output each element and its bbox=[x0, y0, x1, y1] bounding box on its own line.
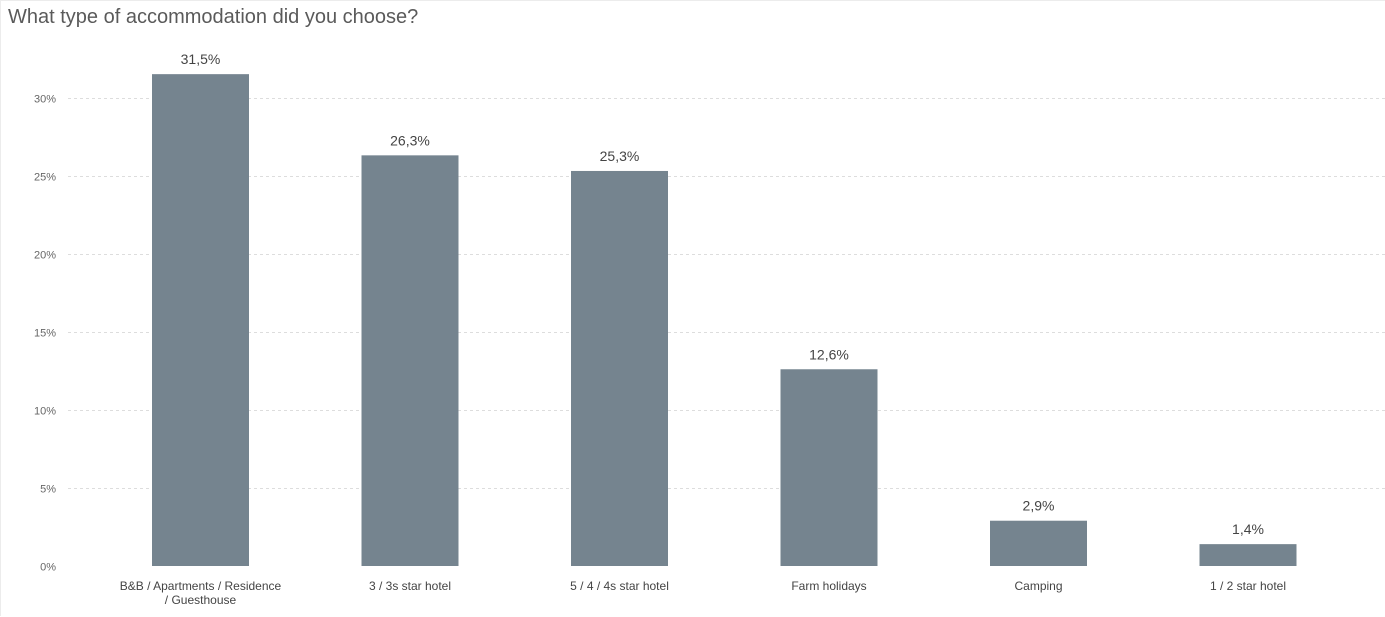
chart-title: What type of accommodation did you choos… bbox=[8, 6, 419, 28]
bar[interactable] bbox=[571, 170, 668, 567]
x-tick-label: Camping bbox=[1014, 579, 1062, 593]
data-label: 31,5% bbox=[181, 51, 221, 67]
data-label: 25,3% bbox=[600, 148, 640, 164]
y-tick-label: 30% bbox=[34, 94, 56, 106]
value-labels: 31,5% 26,3% 25,3% 12,6% 2,9% 1,4% bbox=[181, 51, 1264, 537]
x-tick-label: 5 / 4 / 4s star hotel bbox=[570, 579, 669, 593]
y-tick-label: 5% bbox=[40, 484, 56, 496]
data-label: 1,4% bbox=[1232, 521, 1264, 537]
x-tick-label: 3 / 3s star hotel bbox=[369, 579, 451, 593]
bar[interactable] bbox=[990, 520, 1087, 566]
x-tick-label: 1 / 2 star hotel bbox=[1210, 579, 1286, 593]
bar[interactable] bbox=[152, 74, 249, 567]
data-label: 2,9% bbox=[1023, 498, 1055, 514]
bars bbox=[152, 74, 1297, 567]
y-tick-label: 15% bbox=[34, 328, 56, 340]
x-axis: B&B / Apartments / Residence / Guesthouse… bbox=[120, 579, 1286, 607]
bar[interactable] bbox=[1199, 544, 1297, 566]
x-tick-label: B&B / Apartments / Residence / Guesthouse bbox=[120, 579, 282, 607]
y-tick-label: 20% bbox=[34, 250, 56, 262]
bar[interactable] bbox=[361, 155, 459, 566]
data-label: 12,6% bbox=[809, 346, 849, 362]
y-tick-label: 10% bbox=[34, 406, 56, 418]
x-tick-label: Farm holidays bbox=[791, 579, 866, 593]
bar[interactable] bbox=[780, 369, 878, 566]
y-tick-label: 25% bbox=[34, 172, 56, 184]
y-axis: 0% 5% 10% 15% 20% 25% 30% bbox=[34, 94, 56, 574]
data-label: 26,3% bbox=[390, 132, 430, 148]
gridlines bbox=[68, 98, 1385, 489]
y-tick-label: 0% bbox=[40, 562, 56, 574]
